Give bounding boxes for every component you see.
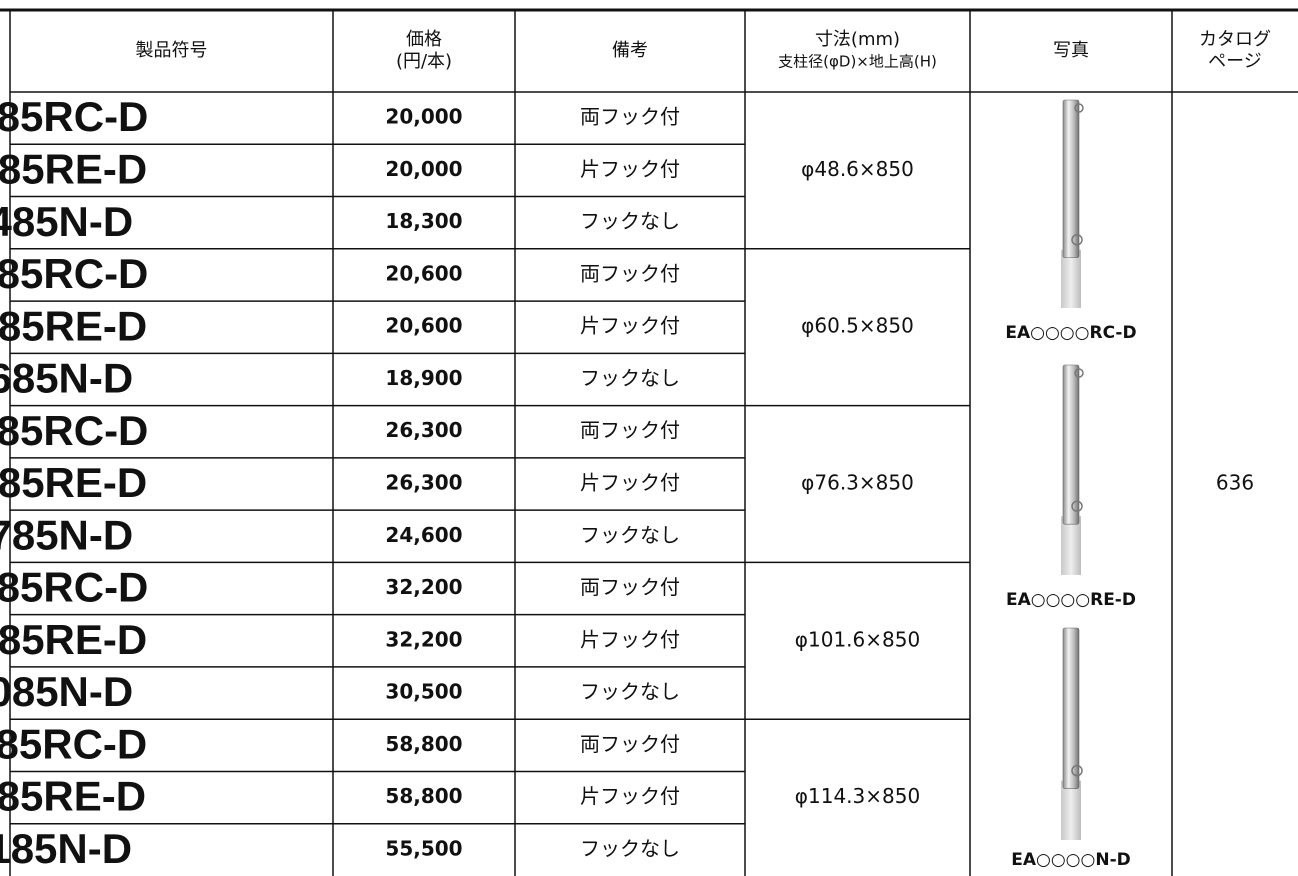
product-code: EA0785RE-D (0, 459, 147, 506)
price: 58,800 (385, 732, 462, 756)
pole (1062, 99, 1080, 259)
catalog-page: 636 (1216, 471, 1254, 495)
pole-hook (1071, 764, 1083, 777)
pole-base (1061, 249, 1081, 308)
dimension: φ114.3×850 (795, 784, 920, 808)
product-code: EA1185RC-D (0, 720, 147, 767)
product-code: EA1085RE-D (0, 616, 147, 663)
remark: 片フック付 (580, 627, 680, 651)
price: 20,600 (385, 261, 462, 285)
pole-hook (1074, 103, 1084, 113)
price: 18,900 (385, 366, 462, 390)
pole (1062, 364, 1080, 525)
price: 24,600 (385, 523, 462, 547)
remark: フックなし (580, 680, 680, 704)
price: 55,500 (385, 836, 462, 860)
header-label: 支柱径(φD)×地上高(H) (778, 53, 937, 71)
remark: 両フック付 (580, 105, 680, 129)
price: 32,200 (385, 575, 462, 599)
price: 32,200 (385, 627, 462, 651)
pole-base (1061, 780, 1081, 840)
pole-hook (1071, 234, 1083, 246)
header-label: 製品符号 (136, 40, 208, 61)
price: 18,300 (385, 209, 462, 233)
remark: 片フック付 (580, 471, 680, 495)
product-code: EA0785RC-D (0, 407, 148, 454)
product-code: EA1185RE-D (0, 773, 146, 820)
price: 20,000 (385, 105, 462, 129)
remark: 両フック付 (580, 575, 680, 599)
pole-hook (1071, 500, 1083, 512)
product-code: EA0685RC-D (0, 250, 148, 297)
product-code: EA1085RC-D (0, 564, 148, 611)
pole (1062, 627, 1080, 789)
header-label: 寸法(mm) (815, 29, 900, 50)
photo-caption: EA○○○○RC-D (1005, 323, 1136, 343)
price: 20,000 (385, 157, 462, 181)
product-code: EA1185N-D (0, 825, 132, 872)
header-label: 備考 (612, 40, 648, 61)
remark: 両フック付 (580, 261, 680, 285)
dimension: φ48.6×850 (801, 157, 914, 181)
pole-base (1061, 516, 1081, 575)
photo-caption: EA○○○○RE-D (1006, 590, 1136, 610)
product-code: EA0685RE-D (0, 302, 147, 349)
price: 30,500 (385, 680, 462, 704)
product-code: EA1085N-D (0, 668, 133, 715)
header-label: カタログ (1199, 29, 1271, 50)
remark: 両フック付 (580, 418, 680, 442)
price: 20,600 (385, 314, 462, 338)
dimension: φ76.3×850 (801, 471, 914, 495)
remark: 片フック付 (580, 157, 680, 181)
product-code: EA0785N-D (0, 511, 133, 558)
remark: 両フック付 (580, 732, 680, 756)
product-code: EA0485N-D (0, 198, 133, 245)
remark: フックなし (580, 366, 680, 390)
dimension: φ101.6×850 (795, 627, 920, 651)
header-label: 写真 (1053, 40, 1089, 61)
price: 58,800 (385, 784, 462, 808)
remark: 片フック付 (580, 314, 680, 338)
pole-hook (1074, 368, 1084, 378)
product-code: EA0485RC-D (0, 93, 148, 140)
header-label: ページ (1208, 51, 1262, 72)
remark: 片フック付 (580, 784, 680, 808)
product-code: EA0485RE-D (0, 145, 147, 192)
remark: フックなし (580, 523, 680, 547)
product-code: EA0685N-D (0, 355, 133, 402)
price: 26,300 (385, 418, 462, 442)
dimension: φ60.5×850 (801, 314, 914, 338)
photo-caption: EA○○○○N-D (1011, 850, 1131, 870)
price: 26,300 (385, 471, 462, 495)
header-label: 価格 (406, 29, 442, 50)
header-label: (円/本) (396, 51, 452, 72)
remark: フックなし (580, 836, 680, 860)
remark: フックなし (580, 209, 680, 233)
